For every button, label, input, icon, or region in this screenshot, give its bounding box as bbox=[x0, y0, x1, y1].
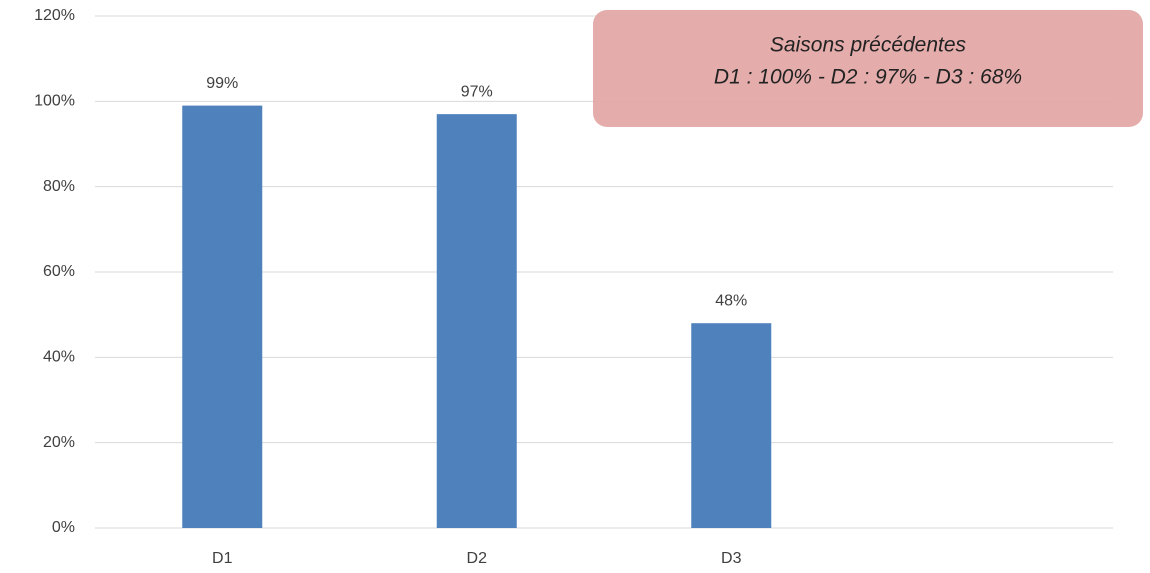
x-tick-label: D3 bbox=[721, 550, 742, 567]
annotation-text: D1 : 100% - D2 : 97% - D3 : 68% bbox=[714, 66, 1022, 89]
bar bbox=[691, 323, 772, 528]
data-label: 97% bbox=[461, 83, 493, 100]
y-tick-label: 120% bbox=[34, 7, 75, 24]
y-tick-label: 40% bbox=[43, 349, 75, 366]
y-tick-label: 0% bbox=[52, 519, 75, 536]
x-tick-label: D2 bbox=[467, 550, 488, 567]
bar bbox=[182, 105, 263, 528]
annotation-background bbox=[593, 10, 1143, 127]
annotation-box: Saisons précédentes D1 : 100% - D2 : 97% … bbox=[593, 10, 1143, 127]
y-tick-label: 100% bbox=[34, 93, 75, 110]
y-tick-label: 80% bbox=[43, 178, 75, 195]
x-tick-label: D1 bbox=[212, 550, 233, 567]
data-label: 48% bbox=[715, 292, 747, 309]
annotation-text: Saisons précédentes bbox=[770, 34, 967, 57]
y-tick-label: 20% bbox=[43, 434, 75, 451]
bar bbox=[436, 114, 517, 528]
data-label: 99% bbox=[206, 75, 238, 92]
y-tick-label: 60% bbox=[43, 263, 75, 280]
